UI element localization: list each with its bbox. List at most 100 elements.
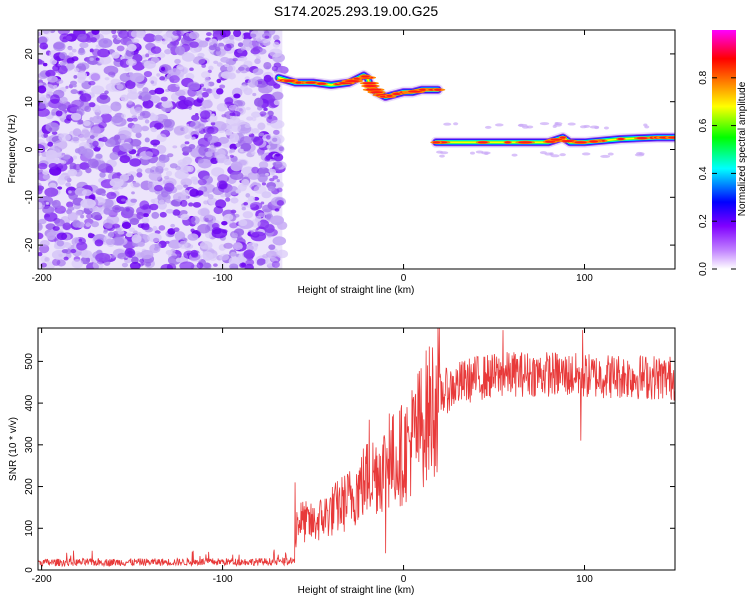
noise-blob	[202, 251, 214, 261]
noise-blob	[38, 85, 47, 94]
noise-blob	[163, 129, 168, 133]
noise-blob	[199, 240, 213, 250]
noise-blob	[139, 200, 150, 210]
noise-blob	[165, 240, 170, 244]
noise-blob	[175, 89, 186, 97]
spectrogram-xlabel: Height of straight line (km)	[298, 285, 415, 296]
noise-blob	[57, 65, 68, 75]
noise-blob	[89, 135, 95, 139]
noise-blob	[136, 168, 143, 173]
noise-blob	[139, 91, 152, 102]
noise-blob	[189, 41, 199, 48]
noise-blob	[272, 175, 279, 180]
track-hotspot	[668, 136, 675, 139]
track-hotspot	[305, 81, 318, 84]
noise-blob	[201, 91, 209, 98]
y-tick-label: 200	[24, 478, 35, 495]
noise-blob	[144, 151, 154, 158]
noise-blob	[129, 218, 140, 225]
track-hotspot	[362, 82, 377, 85]
noise-blob	[38, 222, 43, 232]
noise-blob	[117, 252, 127, 260]
noise-blob	[165, 249, 173, 256]
figure-title: S174.2025.293.19.00.G25	[274, 3, 438, 19]
noise-blob	[230, 197, 239, 204]
noise-blob	[229, 154, 234, 158]
noise-blob	[183, 125, 194, 133]
y-tick-label: 400	[24, 394, 35, 411]
noise-blob	[235, 189, 242, 194]
noise-blob	[92, 260, 104, 269]
noise-blob	[263, 107, 268, 111]
track-halo	[559, 153, 566, 157]
noise-blob	[58, 133, 71, 142]
noise-blob	[68, 52, 74, 57]
noise-blob	[240, 143, 252, 152]
noise-blob	[101, 192, 107, 197]
noise-blob	[204, 217, 209, 222]
noise-blob	[237, 42, 244, 48]
noise-blob	[58, 96, 68, 104]
noise-blob	[249, 202, 263, 210]
noise-blob	[238, 55, 248, 62]
track-hotspot	[386, 94, 393, 97]
track-halo	[481, 151, 491, 155]
noise-blob	[45, 201, 49, 205]
y-tick-label: -20	[24, 237, 35, 252]
noise-blob	[77, 49, 86, 56]
noise-blob	[42, 170, 50, 175]
noise-blob	[103, 65, 119, 76]
noise-blob	[45, 149, 58, 159]
noise-blob	[109, 178, 124, 188]
noise-blob	[48, 182, 57, 189]
noise-blob	[250, 183, 254, 187]
noise-blob	[42, 30, 52, 35]
noise-blob	[64, 118, 71, 124]
noise-blob	[229, 171, 244, 181]
noise-blob	[230, 123, 242, 133]
noise-blob	[191, 114, 200, 121]
y-tick-label: 0	[24, 146, 35, 152]
noise-blob	[257, 122, 266, 131]
track-hotspot	[370, 91, 383, 94]
noise-blob	[238, 64, 250, 74]
noise-blob	[229, 112, 236, 117]
noise-blob	[103, 228, 108, 233]
noise-blob	[73, 74, 78, 79]
noise-blob	[251, 150, 256, 156]
noise-blob	[167, 153, 174, 158]
noise-blob	[73, 163, 83, 171]
noise-blob	[59, 51, 68, 60]
noise-blob	[245, 106, 251, 111]
noise-blob	[241, 32, 253, 40]
noise-blob	[191, 136, 196, 141]
track-hotspot	[617, 137, 625, 141]
snr-series-line	[38, 328, 675, 568]
noise-blob	[43, 133, 49, 138]
noise-blob	[83, 120, 91, 126]
noise-blob	[76, 241, 88, 251]
noise-blob	[141, 216, 150, 224]
noise-blob	[239, 262, 247, 268]
noise-blob	[197, 208, 210, 217]
noise-blob	[99, 92, 108, 100]
noise-blob	[229, 115, 237, 120]
noise-blob	[244, 263, 254, 269]
track-halo	[539, 122, 550, 126]
noise-blob	[245, 46, 251, 51]
noise-blob	[181, 146, 193, 154]
noise-blob	[170, 200, 179, 206]
noise-blob	[202, 191, 210, 197]
noise-blob	[160, 66, 166, 72]
noise-blob	[251, 111, 261, 118]
noise-blob	[104, 90, 109, 95]
noise-blob	[132, 38, 140, 44]
noise-blob	[121, 198, 126, 202]
noise-blob	[260, 201, 265, 205]
noise-blob	[177, 196, 182, 200]
noise-blob	[276, 187, 283, 193]
noise-blob	[105, 165, 114, 174]
noise-blob	[229, 222, 238, 229]
y-tick-label: 0	[24, 567, 35, 573]
noise-blob	[199, 83, 204, 88]
